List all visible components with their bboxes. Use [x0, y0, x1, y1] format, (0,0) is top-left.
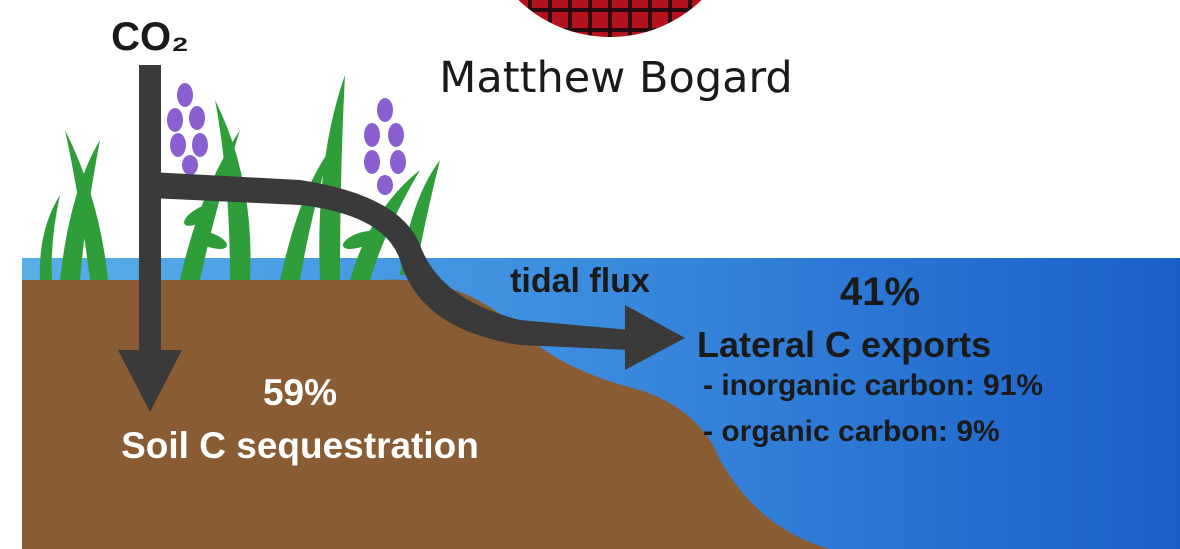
soil-percent: 59%: [263, 372, 337, 413]
photo-caption: Matthew Bogard: [439, 53, 792, 103]
profile-photo: [478, 0, 742, 37]
lateral-percent: 41%: [840, 270, 920, 314]
lateral-item: - organic carbon: 9%: [703, 415, 1000, 448]
page: Matthew Bogard CO₂ tidal flux 59% Soil C…: [0, 0, 1180, 549]
flux-label: tidal flux: [510, 262, 650, 300]
lateral-item: - inorganic carbon: 91%: [703, 369, 1043, 402]
co2-label: CO₂: [111, 15, 189, 59]
lateral-label: Lateral C exports: [697, 324, 991, 365]
soil-label: Soil C sequestration: [121, 425, 479, 466]
